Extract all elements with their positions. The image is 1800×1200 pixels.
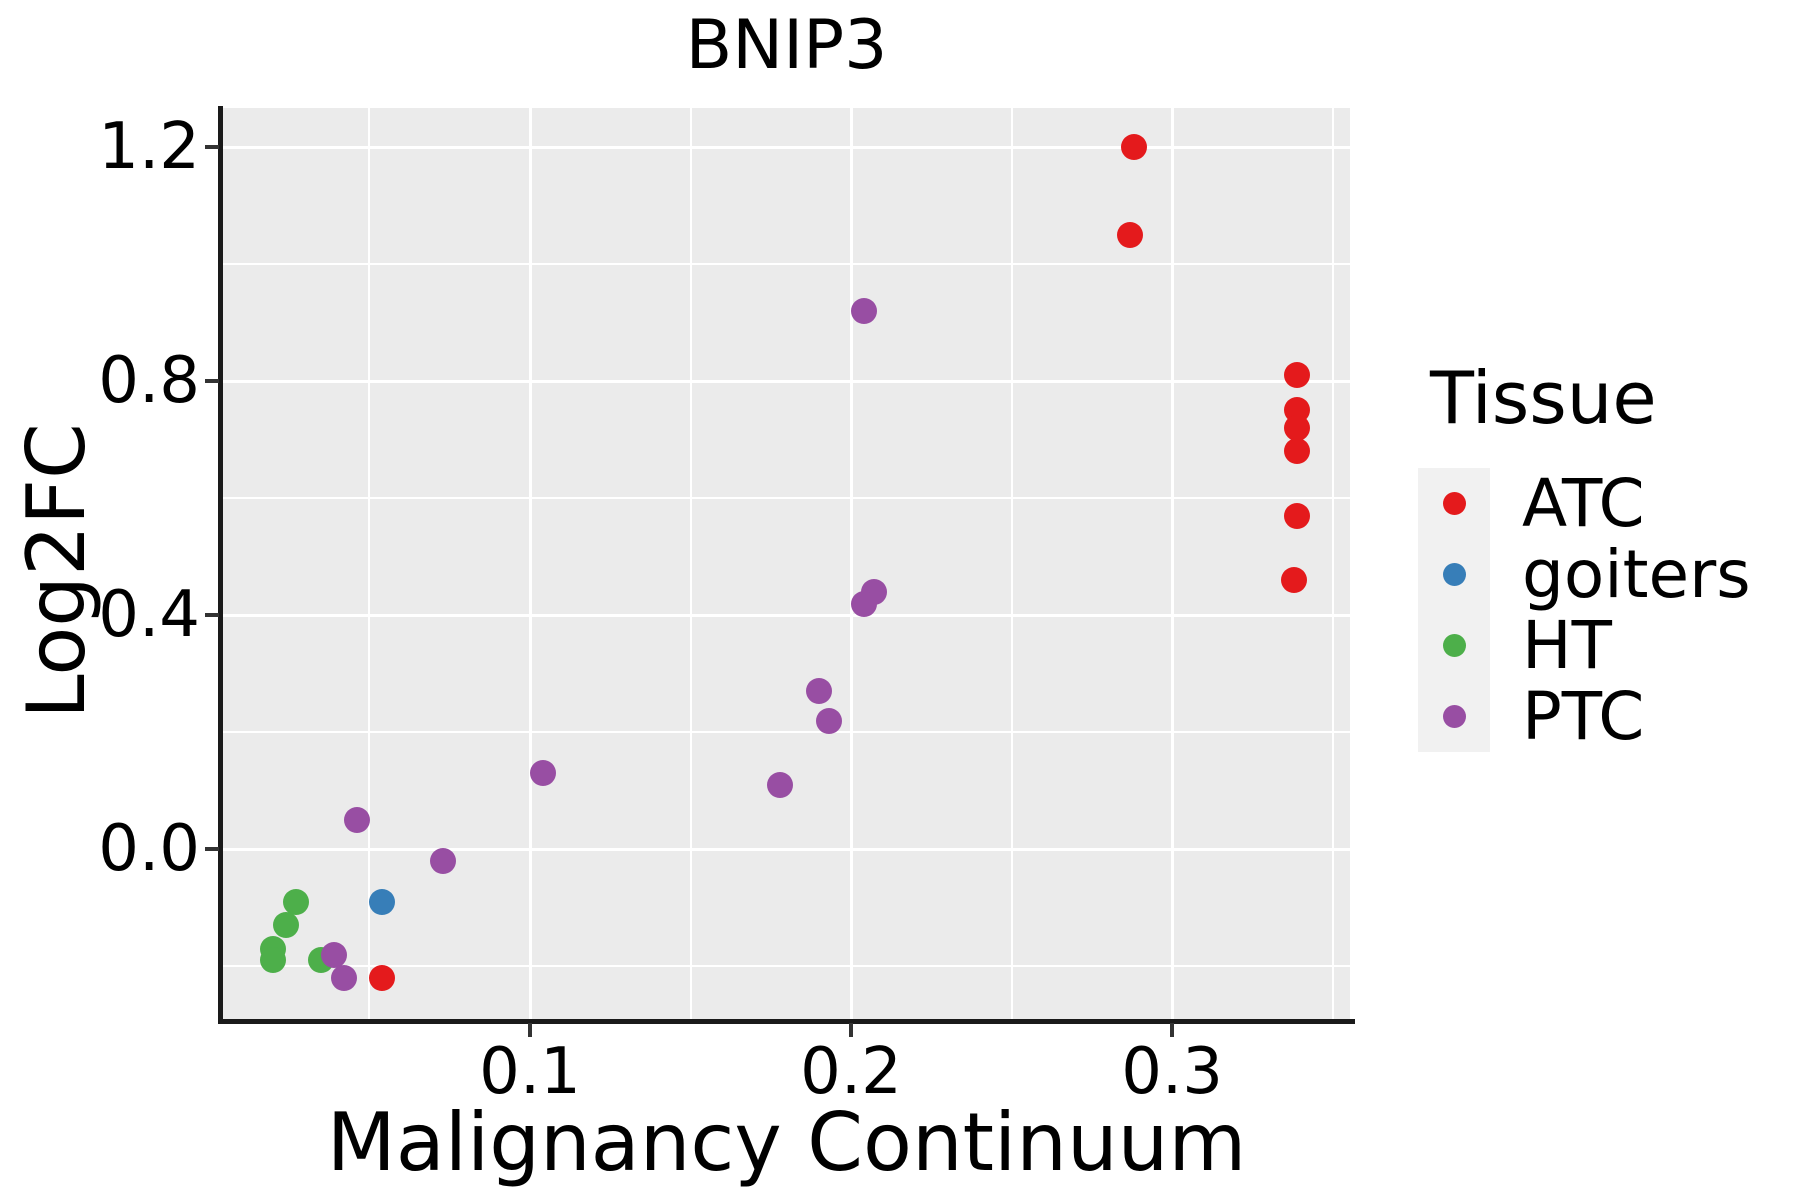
legend-label: ATC: [1522, 465, 1645, 542]
data-point-PTC: [850, 590, 877, 617]
legend-key: [1418, 539, 1490, 610]
gridline-major-horizontal: [223, 145, 1350, 149]
legend-dot-ATC: [1442, 492, 1466, 515]
data-point-ATC: [1117, 221, 1144, 248]
legend-dot-HT: [1442, 634, 1466, 657]
gridline-major-horizontal: [223, 847, 1350, 851]
y-tick-label: 1.2: [98, 110, 200, 185]
data-point-ATC: [369, 964, 396, 991]
gridline-minor-vertical: [368, 108, 371, 1020]
legend-row-ATC: ATC: [1418, 468, 1788, 539]
gridline-major-horizontal: [223, 379, 1350, 383]
y-tick-mark: [205, 847, 219, 852]
y-tick-label: 0.4: [98, 578, 200, 653]
data-point-PTC: [805, 678, 832, 705]
y-axis-line: [218, 106, 223, 1024]
data-point-PTC: [343, 806, 370, 833]
legend: Tissue ATC goiters HT PTC: [1418, 360, 1788, 752]
data-point-PTC: [850, 298, 877, 324]
gridline-minor-horizontal: [223, 731, 1350, 734]
gridline-minor-vertical: [1010, 108, 1013, 1020]
y-tick-mark: [205, 379, 219, 384]
data-point-goiters: [369, 888, 396, 915]
gridline-minor-horizontal: [223, 497, 1350, 500]
gridline-major-horizontal: [223, 613, 1350, 617]
legend-title: Tissue: [1430, 356, 1657, 440]
gridline-minor-horizontal: [223, 263, 1350, 266]
legend-key: [1418, 468, 1490, 539]
gridline-major-vertical: [849, 108, 853, 1020]
legend-row-HT: HT: [1418, 610, 1788, 681]
data-point-PTC: [767, 771, 794, 798]
legend-label: HT: [1522, 607, 1612, 684]
legend-key: [1418, 610, 1490, 681]
legend-dot-PTC: [1442, 705, 1466, 728]
gridline-minor-horizontal: [223, 965, 1350, 968]
plot-panel: [223, 108, 1350, 1020]
legend-label: PTC: [1522, 678, 1645, 755]
data-point-PTC: [430, 847, 457, 874]
x-tick-label: 0.3: [1121, 1035, 1223, 1109]
data-point-PTC: [529, 760, 556, 787]
gridline-minor-vertical: [1331, 108, 1334, 1020]
legend-row-PTC: PTC: [1418, 681, 1788, 752]
x-axis-line: [218, 1019, 1355, 1024]
data-point-HT: [260, 947, 287, 974]
data-point-ATC: [1284, 415, 1311, 441]
legend-keys: ATC goiters HT PTC: [1418, 468, 1788, 752]
x-tick-label: 0.2: [800, 1035, 902, 1109]
legend-row-goiters: goiters: [1418, 539, 1788, 610]
legend-label: goiters: [1522, 536, 1751, 613]
x-tick-mark: [1170, 1023, 1175, 1037]
data-point-PTC: [321, 941, 348, 968]
gridline-major-vertical: [1170, 108, 1174, 1020]
legend-key: [1418, 681, 1490, 752]
x-tick-label: 0.1: [479, 1035, 581, 1109]
data-point-ATC: [1284, 362, 1311, 389]
data-point-ATC: [1120, 134, 1147, 161]
y-tick-mark: [205, 145, 219, 150]
data-point-PTC: [330, 964, 357, 991]
y-tick-label: 0.0: [98, 812, 200, 887]
data-point-PTC: [815, 707, 842, 734]
x-axis-label: Malignancy Continuum: [326, 1096, 1247, 1189]
data-point-HT: [282, 888, 309, 915]
gridline-major-vertical: [528, 108, 532, 1020]
y-tick-mark: [205, 613, 219, 618]
legend-dot-goiters: [1442, 563, 1466, 586]
data-point-ATC: [1284, 502, 1311, 529]
chart-title: BNIP3: [685, 6, 888, 85]
data-point-ATC: [1281, 567, 1308, 594]
x-tick-mark: [849, 1023, 853, 1037]
gridline-minor-vertical: [689, 108, 692, 1020]
x-tick-mark: [528, 1023, 532, 1037]
y-tick-label: 0.8: [98, 344, 200, 419]
data-point-HT: [272, 912, 299, 939]
data-point-ATC: [1284, 438, 1311, 465]
